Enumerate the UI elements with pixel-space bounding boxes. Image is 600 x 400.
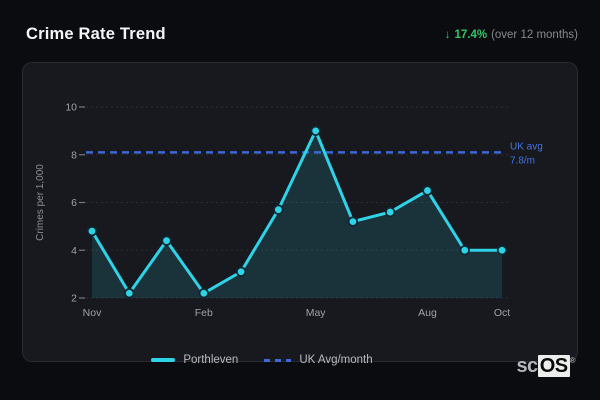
trend-percentage: 17.4% bbox=[454, 29, 488, 41]
trend-down-arrow-icon: ↓ bbox=[444, 29, 451, 41]
svg-text:4: 4 bbox=[71, 245, 77, 257]
legend-item-uk-avg[interactable]: UK Avg/month bbox=[264, 354, 373, 366]
svg-text:10: 10 bbox=[65, 102, 77, 114]
svg-text:6: 6 bbox=[71, 197, 77, 209]
page-title: Crime Rate Trend bbox=[26, 25, 166, 43]
crime-rate-line-chart: 2 4 6 8 10 Crimes per 1,000 Nov Feb May Aug Oct UK … bbox=[35, 102, 543, 320]
dashed-line-swatch-icon bbox=[264, 358, 292, 362]
chart-card: 2 4 6 8 10 Crimes per 1,000 Nov Feb May Aug Oct UK … bbox=[22, 62, 578, 362]
svg-text:8: 8 bbox=[71, 149, 77, 161]
legend-label: Porthleven bbox=[183, 354, 239, 366]
svg-text:2: 2 bbox=[71, 293, 77, 305]
svg-text:May: May bbox=[306, 307, 327, 319]
svg-text:7.8/m: 7.8/m bbox=[510, 155, 535, 166]
chart-legend: Porthleven UK Avg/month bbox=[0, 354, 524, 366]
legend-item-porthleven[interactable]: Porthleven bbox=[151, 354, 238, 366]
trend-stat: ↓ 17.4% (over 12 months) bbox=[445, 29, 578, 41]
logo-prefix: sc bbox=[516, 355, 538, 377]
legend-label: UK Avg/month bbox=[299, 354, 373, 366]
svg-text:Nov: Nov bbox=[83, 307, 102, 319]
svg-text:Aug: Aug bbox=[418, 307, 437, 319]
svg-text:Oct: Oct bbox=[494, 307, 510, 319]
logo-box: OS bbox=[537, 355, 570, 377]
trend-caption: (over 12 months) bbox=[491, 29, 578, 41]
svg-text:UK avg: UK avg bbox=[510, 141, 543, 152]
registered-trademark-icon: ® bbox=[569, 356, 576, 365]
scos-logo: sc OS ® bbox=[516, 353, 576, 383]
solid-line-swatch-icon bbox=[151, 358, 176, 362]
svg-text:Crimes per 1,000: Crimes per 1,000 bbox=[35, 164, 46, 241]
svg-text:Feb: Feb bbox=[195, 307, 213, 319]
